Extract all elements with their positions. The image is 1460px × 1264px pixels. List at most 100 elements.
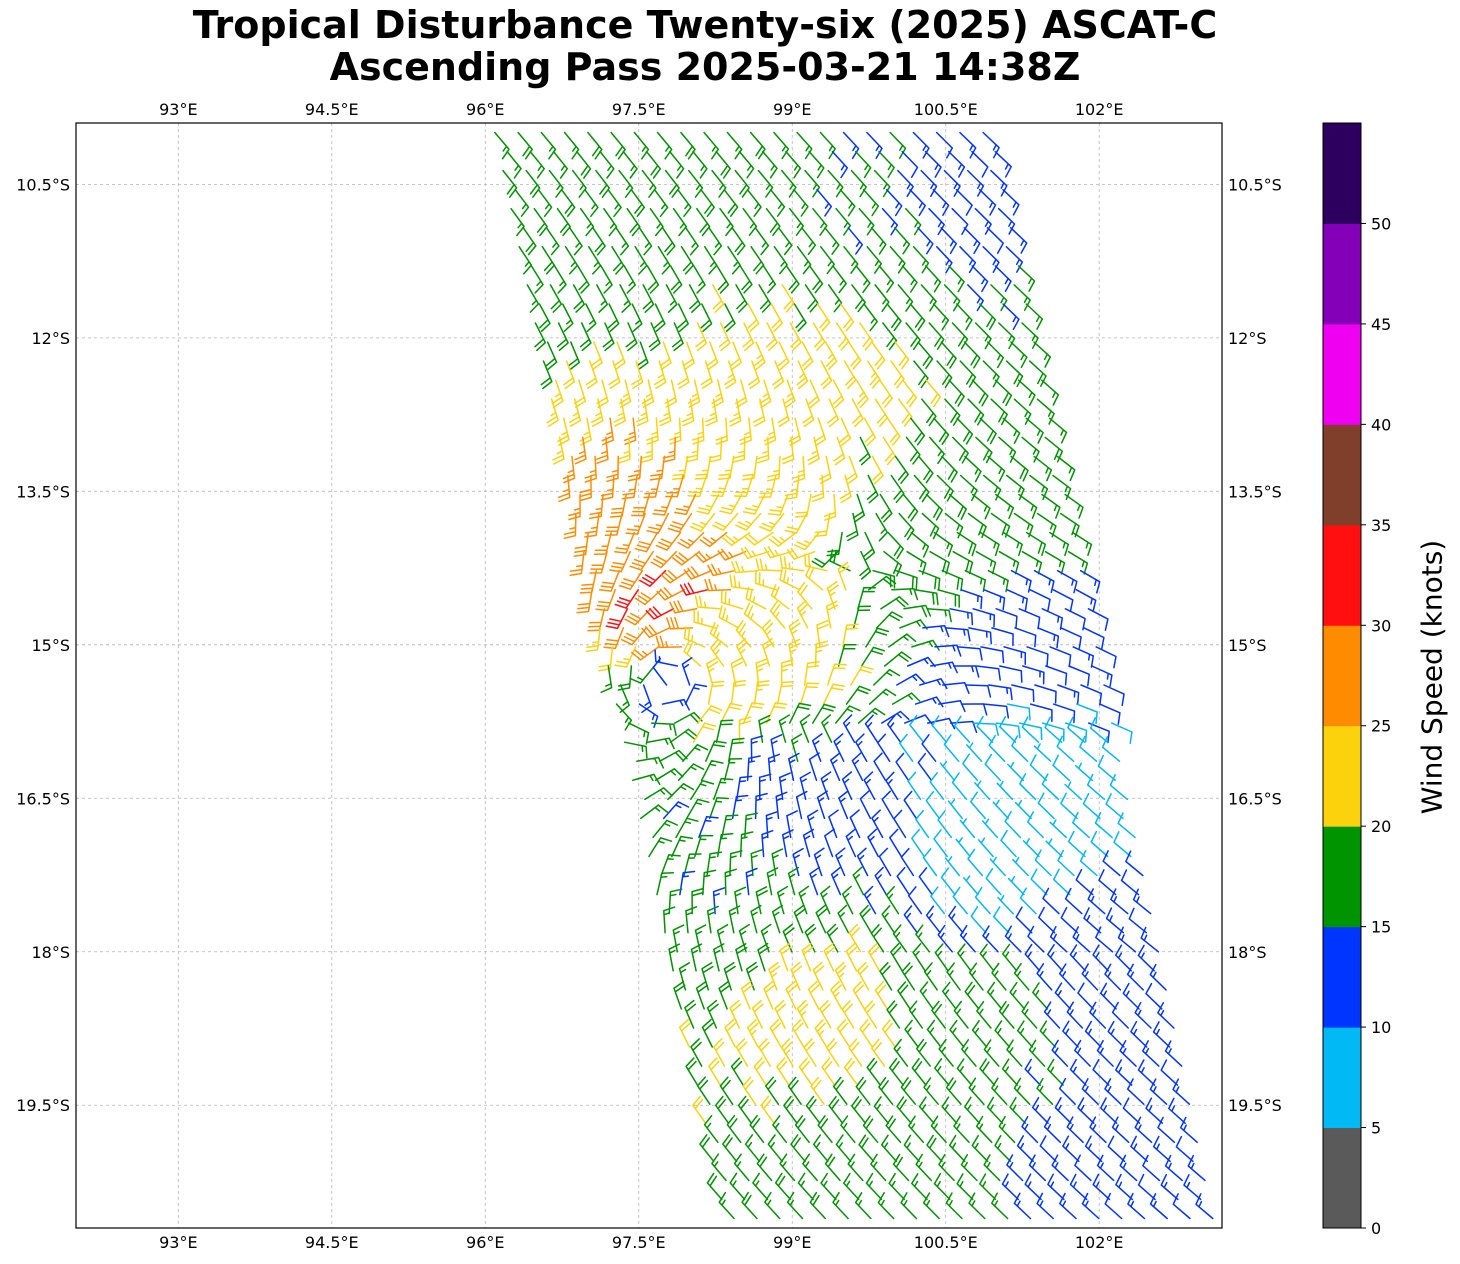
wind-barb (777, 227, 793, 256)
wind-barb (896, 866, 910, 896)
wind-barb (971, 1134, 989, 1163)
wind-barb (719, 493, 743, 515)
wind-barb (1195, 1193, 1214, 1220)
wind-barb (949, 720, 978, 734)
wind-barb (929, 772, 945, 801)
wind-barb (937, 700, 966, 713)
wind-barb (754, 227, 770, 256)
wind-barb (730, 1057, 744, 1086)
wind-barb (796, 246, 812, 275)
wind-barb (576, 150, 592, 179)
wind-barb (893, 809, 907, 839)
wind-barb (761, 638, 775, 667)
wind-barb (819, 455, 832, 484)
wind-barb (951, 772, 968, 801)
colorbar-tick-label: 0 (1371, 1219, 1381, 1238)
wind-barb (683, 566, 713, 580)
wind-barb (1019, 773, 1037, 801)
wind-barb (971, 493, 991, 520)
wind-barb (601, 417, 615, 446)
wind-barb (971, 265, 989, 293)
wind-barb (626, 207, 641, 237)
wind-barb (813, 847, 825, 877)
wind-barb (908, 1000, 924, 1029)
wind-barb (756, 1153, 773, 1182)
wind-barb (1043, 1116, 1062, 1144)
wind-barb (890, 474, 905, 504)
title-line-1: Tropical Disturbance Twenty-six (2025) A… (192, 3, 1218, 47)
wind-barb (753, 1057, 767, 1086)
wind-barb (1142, 1154, 1161, 1182)
wind-barb (909, 303, 926, 331)
wind-barb (1104, 1078, 1122, 1105)
wind-barb (1122, 982, 1140, 1010)
wind-barb (932, 303, 950, 331)
wind-barb (668, 943, 681, 972)
wind-barb (979, 1173, 997, 1201)
lon-tick-label-bottom: 99°E (773, 1233, 811, 1252)
wind-barb (832, 1076, 848, 1105)
wind-barb (914, 696, 944, 708)
wind-barb (506, 150, 522, 179)
wind-barb (974, 207, 992, 235)
wind-barb (852, 981, 866, 1010)
wind-barb (1074, 1039, 1091, 1067)
wind-barb (1066, 1116, 1084, 1144)
wind-barb (1036, 1077, 1054, 1105)
wind-barb (735, 512, 762, 531)
wind-barb (718, 980, 731, 1010)
wind-barb (1001, 1173, 1020, 1201)
wind-barb (741, 1191, 758, 1220)
wind-barb (700, 759, 724, 782)
wind-barb (810, 1076, 825, 1105)
wind-barb (718, 322, 731, 352)
wind-barb (692, 150, 708, 179)
wind-barb (1036, 398, 1055, 425)
wind-barb (983, 1039, 1000, 1067)
wind-barb (854, 1192, 872, 1220)
wind-barb (729, 999, 742, 1029)
wind-barb (781, 436, 795, 465)
wind-barb (820, 885, 831, 915)
wind-barb (551, 379, 564, 409)
wind-barb (1021, 716, 1040, 743)
wind-barb (529, 150, 545, 179)
wind-barb (888, 1172, 906, 1201)
wind-barb (735, 620, 752, 648)
wind-barb (1011, 684, 1035, 703)
wind-barb (729, 341, 742, 371)
wind-barb (721, 814, 739, 839)
wind-barb (738, 150, 755, 179)
wind-barb (1054, 1097, 1072, 1124)
wind-barb (847, 1153, 864, 1182)
wind-barb (911, 639, 940, 651)
wind-barb (694, 455, 712, 480)
wind-barb (611, 246, 625, 275)
wind-barb (685, 436, 700, 463)
wind-barb (1039, 1135, 1057, 1163)
wind-barb (839, 474, 852, 504)
wind-barb (1042, 887, 1060, 915)
wind-barb (889, 828, 903, 858)
wind-barb (706, 657, 719, 686)
lat-tick-label-right: 19.5°S (1228, 1096, 1282, 1115)
lon-tick-label-bottom: 97.5°E (612, 1233, 666, 1252)
wind-barb (986, 981, 1003, 1010)
wind-barb (561, 303, 574, 332)
wind-barb (1056, 569, 1078, 594)
wind-barb (955, 837, 971, 858)
wind-barb (1103, 684, 1125, 707)
wind-barb (889, 246, 906, 274)
wind-barb (904, 1019, 919, 1048)
wind-barb (1101, 736, 1121, 762)
wind-barb (920, 169, 938, 197)
wind-barb (710, 638, 725, 667)
wind-barb (709, 622, 729, 648)
wind-barb (995, 493, 1015, 520)
wind-barb (944, 398, 961, 426)
wind-barb (989, 856, 1006, 877)
wind-barb (623, 417, 637, 446)
wind-barb (919, 981, 934, 1010)
wind-barb (560, 188, 576, 218)
wind-barb (1098, 703, 1121, 725)
